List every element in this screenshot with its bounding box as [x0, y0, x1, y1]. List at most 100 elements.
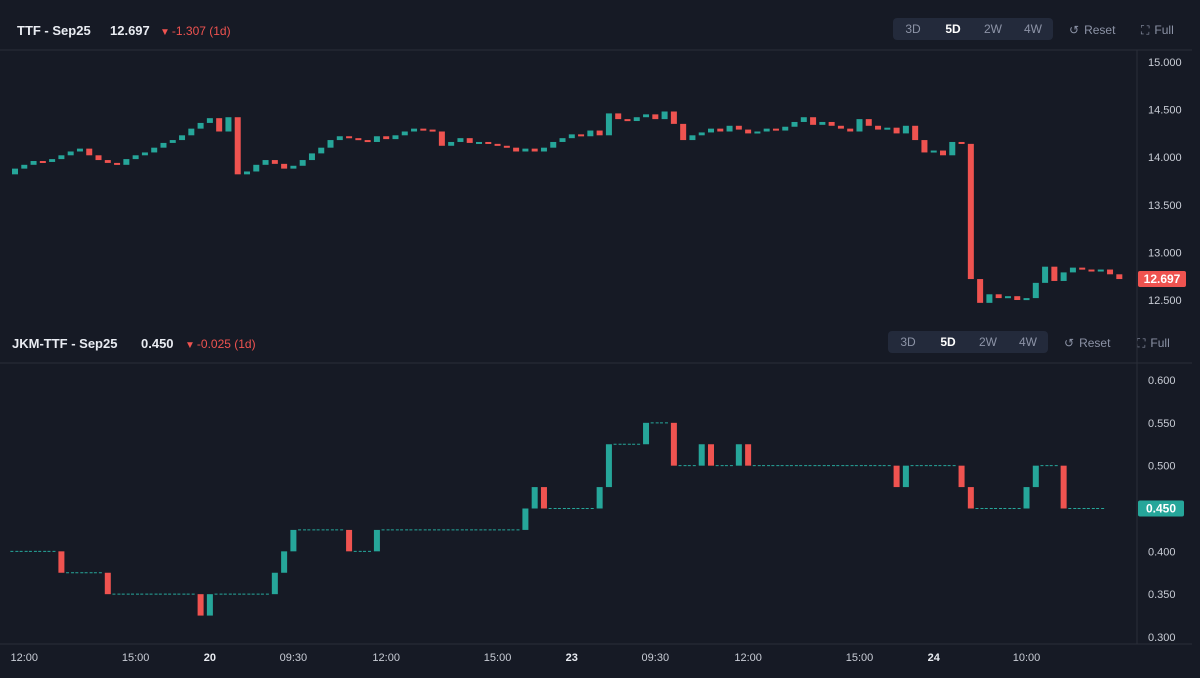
top-range-4w[interactable]: 4W — [1024, 22, 1042, 36]
ttf-candle — [930, 150, 937, 153]
ttf-candle — [986, 294, 993, 303]
top-full-button[interactable]: ⛶ Full — [1141, 23, 1174, 38]
top-price-axis: 15.000 14.500 14.000 13.500 13.000 12.500 — [1148, 57, 1182, 307]
top-reset-button[interactable]: ↺ Reset — [1069, 23, 1115, 37]
ttf-candle — [262, 160, 269, 165]
jkm-ttf-candle — [104, 572, 111, 595]
ttf-candle — [791, 121, 798, 127]
ttf-candle — [615, 113, 622, 120]
bottom-change-value: -0.025 (1d) — [196, 337, 256, 351]
ttf-candle — [837, 125, 844, 129]
ttf-candle — [540, 147, 547, 152]
bottom-range-3d[interactable]: 3D — [900, 335, 916, 349]
jkm-ttf-candle — [1032, 465, 1039, 488]
ttf-candle — [49, 159, 56, 162]
bottom-change: ▼ -0.025 (1d) — [185, 337, 256, 351]
time-tick: 20 — [204, 652, 216, 664]
bottom-reset-button[interactable]: ↺ Reset — [1064, 336, 1110, 350]
jkm-ttf-price-tick: 0.350 — [1148, 589, 1176, 601]
ttf-candle — [141, 152, 148, 156]
top-range-2w[interactable]: 2W — [984, 22, 1002, 36]
jkm-ttf-candle — [373, 529, 380, 552]
ttf-candle — [587, 130, 594, 137]
jkm-ttf-price-tick: 0.550 — [1148, 418, 1176, 430]
top-last-price-tag: 12.697 — [1138, 271, 1186, 288]
ttf-candle — [531, 148, 538, 152]
top-last-price-tag-label: 12.697 — [1144, 272, 1181, 286]
ttf-candle — [568, 134, 575, 139]
ttf-candle — [271, 160, 278, 164]
ttf-candle — [513, 147, 520, 152]
ttf-candle — [1042, 266, 1049, 283]
top-last-price-tag-bg — [1138, 271, 1186, 288]
ttf-price-tick: 15.000 — [1148, 57, 1182, 69]
time-tick: 15:00 — [122, 652, 150, 664]
ttf-candle — [1051, 266, 1058, 281]
jkm-ttf-candle — [902, 465, 909, 488]
ttf-candle — [550, 141, 557, 148]
ttf-candle — [364, 140, 371, 143]
ttf-candle — [401, 131, 408, 136]
time-tick: 12:00 — [372, 652, 400, 664]
ttf-candle — [772, 128, 779, 131]
jkm-ttf-candle — [670, 422, 677, 466]
ttf-candle — [114, 162, 121, 165]
ttf-candle — [253, 164, 260, 172]
ttf-candle — [559, 138, 566, 142]
ttf-candle — [949, 141, 956, 156]
ttf-candle — [392, 135, 399, 140]
ttf-candle — [197, 122, 204, 129]
ttf-candle — [847, 128, 854, 132]
bottom-full-button[interactable]: ⛶ Full — [1137, 336, 1170, 351]
bottom-range-4w[interactable]: 4W — [1019, 335, 1037, 349]
ttf-candle — [383, 136, 390, 140]
ttf-candle — [522, 148, 529, 152]
ttf-candle — [735, 125, 742, 130]
jkm-ttf-price-tick: 0.300 — [1148, 632, 1176, 644]
ttf-candle — [717, 128, 724, 132]
ttf-candle — [299, 160, 306, 166]
ttf-candle — [104, 160, 111, 163]
ttf-candle — [1097, 269, 1104, 272]
bottom-pane-header: JKM-TTF - Sep25 0.450 ▼ -0.025 (1d) 3D 5D… — [0, 327, 1192, 361]
jkm-ttf-candle — [596, 487, 603, 509]
bottom-range-2w[interactable]: 2W — [979, 335, 997, 349]
ttf-candle — [958, 141, 965, 144]
jkm-ttf-candle — [281, 551, 288, 573]
ttf-candle — [494, 143, 501, 146]
ttf-candle — [234, 117, 241, 175]
bottom-reset-label: Reset — [1079, 336, 1111, 350]
top-reset-label: Reset — [1084, 23, 1116, 37]
ttf-candle — [977, 279, 984, 303]
jkm-ttf-candle — [1023, 487, 1030, 509]
top-range-selector: 3D 5D 2W 4W — [893, 18, 1053, 40]
bottom-full-label: Full — [1150, 336, 1170, 350]
ttf-candle — [188, 128, 195, 136]
ttf-price-tick: 14.500 — [1148, 105, 1182, 117]
jkm-ttf-candle — [58, 551, 65, 573]
ttf-candle — [225, 117, 232, 132]
top-instrument-title: TTF - Sep25 — [17, 23, 91, 38]
time-tick: 15:00 — [484, 652, 512, 664]
top-range-3d[interactable]: 3D — [905, 22, 921, 36]
bottom-last-price-tag-label: 0.450 — [1146, 502, 1176, 516]
ttf-candle — [893, 127, 900, 134]
jkm-ttf-candle — [290, 529, 297, 552]
ttf-candle — [726, 125, 733, 132]
ttf-candle — [680, 123, 687, 141]
top-change-value: -1.307 (1d) — [171, 24, 231, 38]
bottom-range-5d[interactable]: 5D — [940, 335, 956, 349]
ttf-candle — [856, 119, 863, 132]
ttf-price-tick: 12.500 — [1148, 295, 1182, 307]
ttf-candle — [160, 142, 167, 148]
ttf-candle — [754, 131, 761, 134]
top-range-5d[interactable]: 5D — [945, 22, 961, 36]
ttf-candle — [420, 128, 427, 131]
jkm-ttf-price-tick: 0.600 — [1148, 375, 1176, 387]
time-tick: 09:30 — [280, 652, 308, 664]
ttf-candle — [336, 136, 343, 141]
ttf-candle — [95, 155, 102, 161]
jkm-ttf-candle — [206, 594, 213, 616]
ttf-price-tick: 14.000 — [1148, 152, 1182, 164]
